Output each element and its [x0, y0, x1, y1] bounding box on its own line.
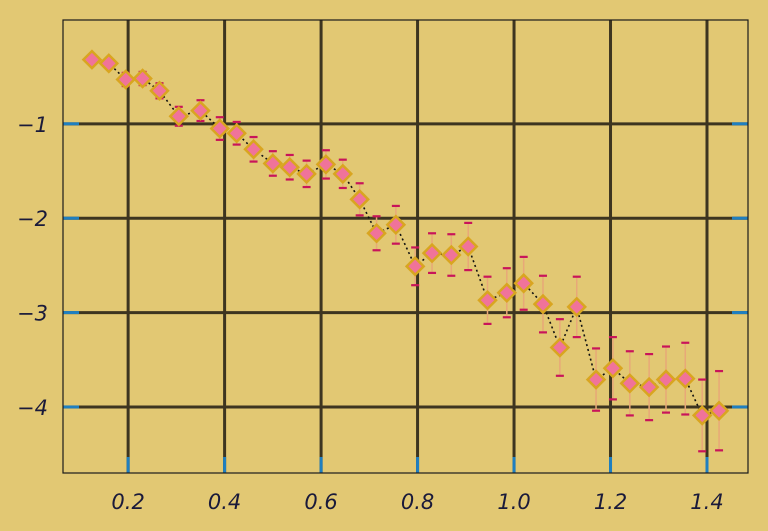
- data-point: [638, 376, 660, 398]
- x-tick-label: 0.4: [208, 490, 241, 514]
- data-point: [168, 105, 190, 127]
- data-point: [315, 154, 337, 175]
- data-point: [566, 296, 588, 318]
- data-point: [190, 100, 211, 121]
- data-point: [691, 405, 713, 426]
- data-point: [262, 153, 284, 174]
- data-point: [226, 122, 247, 144]
- plot-frame: [62, 19, 749, 474]
- data-point: [132, 68, 153, 89]
- data-point: [332, 163, 354, 185]
- x-tick-label: 0.2: [111, 490, 144, 514]
- x-tick-label: 1.0: [497, 490, 530, 514]
- data-point: [366, 223, 387, 244]
- x-tick-label: 0.8: [401, 490, 434, 514]
- data-point: [243, 139, 264, 160]
- data-point: [708, 400, 730, 421]
- data-point: [149, 80, 170, 102]
- data-point: [421, 242, 443, 264]
- data-point: [115, 69, 136, 90]
- data-point: [496, 282, 518, 304]
- x-tick-label: 1.2: [594, 490, 627, 514]
- data-point: [513, 273, 534, 294]
- data-point: [602, 357, 624, 379]
- data-point: [296, 163, 317, 185]
- data-point: [549, 337, 571, 358]
- data-point: [98, 53, 120, 74]
- data-point: [209, 118, 231, 139]
- data-series: [81, 49, 730, 453]
- ticks: [63, 122, 748, 473]
- y-tick-label: −2: [17, 207, 48, 231]
- x-tick-label: 1.4: [690, 490, 723, 514]
- data-point: [477, 290, 498, 311]
- data-point: [385, 214, 407, 236]
- y-tick-label: −1: [17, 113, 48, 137]
- data-point: [457, 236, 479, 257]
- data-point: [441, 244, 462, 266]
- data-point: [404, 256, 426, 277]
- grid: [63, 20, 748, 473]
- data-point: [532, 293, 554, 315]
- y-tick-label: −3: [17, 302, 48, 326]
- data-point: [675, 368, 696, 389]
- data-point: [655, 369, 677, 390]
- data-point: [349, 189, 370, 210]
- data-point: [279, 156, 300, 178]
- data-point: [585, 369, 607, 390]
- y-tick-label: −4: [17, 396, 48, 420]
- tick-labels: 0.2 0.4 0.6 0.8 1.0 1.2 1.4 −1 −2 −3 −4: [17, 113, 724, 514]
- data-point: [81, 49, 103, 70]
- data-point: [619, 373, 641, 394]
- x-tick-label: 0.6: [304, 490, 337, 514]
